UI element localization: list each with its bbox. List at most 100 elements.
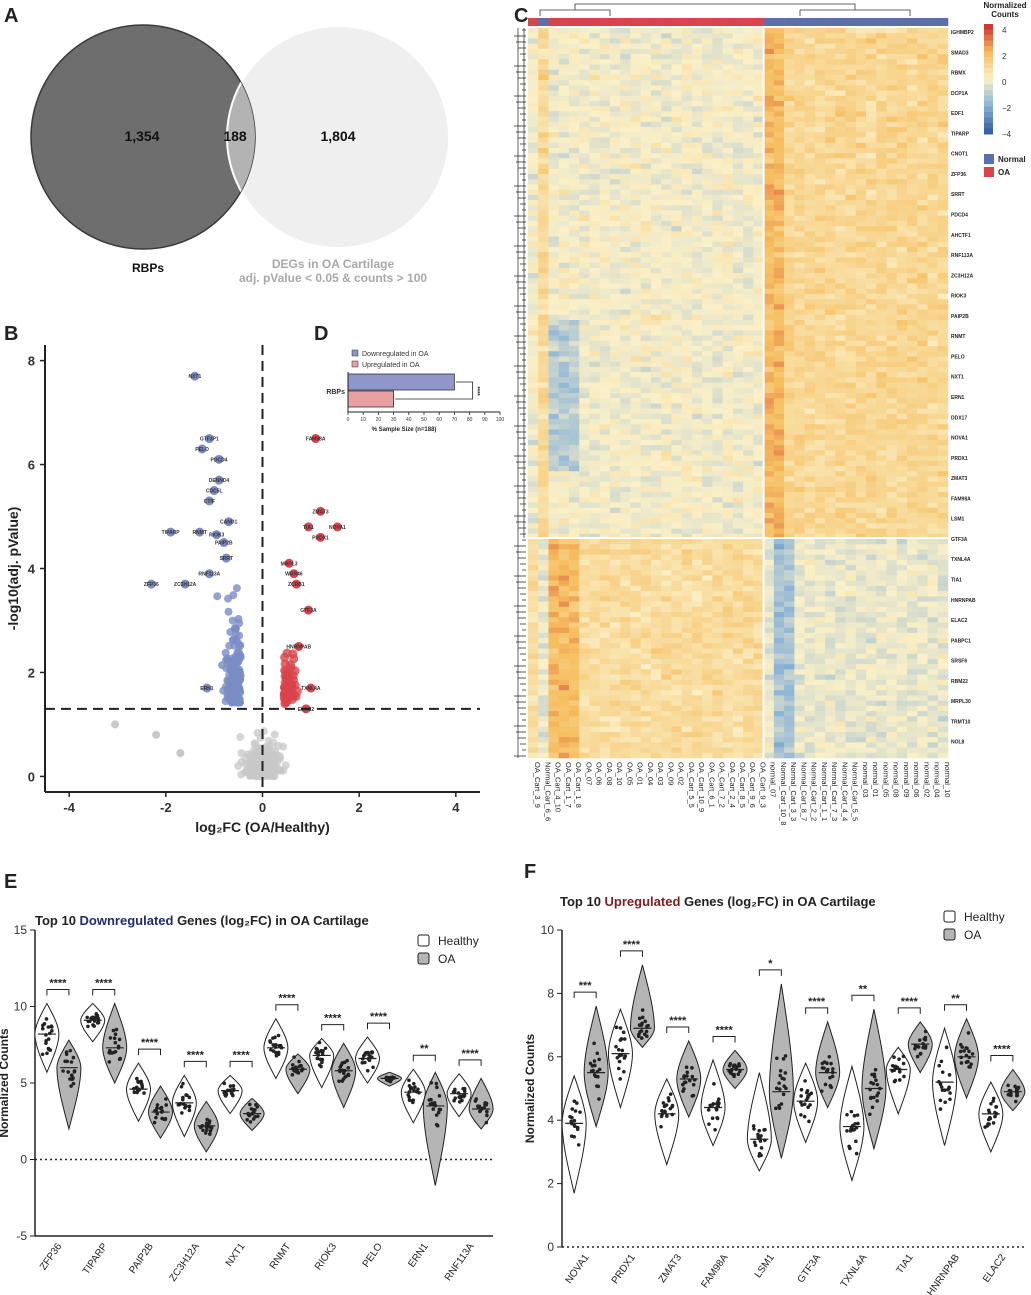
heatmap-cell: [702, 361, 713, 368]
heatmap-cell: [671, 539, 682, 545]
heatmap-cell: [609, 293, 621, 300]
heatmap-cell: [937, 559, 949, 566]
heatmap-cell: [753, 241, 764, 248]
heatmap-cell: [825, 554, 836, 561]
heatmap-cell: [732, 142, 744, 149]
heatmap-cell: [589, 74, 601, 81]
heatmap-cell: [528, 293, 539, 300]
heatmap-cell: [548, 330, 560, 336]
heatmap-cell: [630, 64, 641, 71]
heatmap-cell: [671, 320, 682, 326]
heatmap-cell: [579, 257, 590, 263]
heatmap-cell: [743, 492, 754, 498]
heatmap-cell: [855, 64, 867, 71]
heatmap-cell: [712, 424, 723, 430]
heatmap-cell: [937, 393, 949, 399]
heatmap-cell: [743, 106, 754, 112]
heatmap-cell: [609, 559, 621, 566]
heatmap-cell: [691, 43, 703, 50]
heatmap-cell: [825, 288, 836, 295]
heatmap-cell: [661, 366, 672, 373]
heatmap-cell: [866, 273, 877, 279]
heatmap-cell: [845, 403, 857, 409]
heatmap-cell: [855, 74, 867, 81]
heatmap-cell: [814, 194, 826, 201]
heatmap-cell: [917, 74, 928, 81]
heatmap-cell: [568, 215, 580, 222]
heatmap-cell: [681, 559, 693, 566]
heatmap-cell: [661, 408, 672, 415]
heatmap-cell: [876, 111, 887, 117]
heatmap-cell: [917, 330, 928, 336]
heatmap-cell: [814, 559, 826, 566]
heatmap-cell: [681, 377, 693, 383]
heatmap-cell: [579, 413, 590, 420]
heatmap-cell: [712, 382, 723, 389]
heatmap-cell: [835, 325, 846, 331]
heatmap-cell: [845, 570, 857, 576]
heatmap-cell: [702, 512, 713, 519]
heatmap-cell: [650, 398, 662, 404]
heatmap-cell: [712, 340, 723, 347]
heatmap-cell: [814, 429, 826, 436]
heatmap-cell: [896, 492, 908, 498]
heatmap-cell: [691, 215, 703, 222]
heatmap-cell: [732, 481, 744, 488]
heatmap-cell: [691, 179, 703, 185]
heatmap-cell: [866, 252, 877, 258]
heatmap-cell: [743, 554, 754, 561]
heatmap-cell: [548, 273, 560, 279]
heatmap-cell: [691, 559, 703, 566]
heatmap-cell: [671, 434, 682, 441]
heatmap-cell: [579, 439, 590, 446]
heatmap-cell: [814, 153, 826, 159]
heatmap-cell: [866, 335, 877, 342]
heatmap-cell: [558, 424, 570, 430]
heatmap-cell: [825, 408, 836, 415]
heatmap-cell: [927, 325, 939, 331]
heatmap-cell: [866, 111, 877, 117]
heatmap-cell: [917, 372, 928, 378]
heatmap-cell: [640, 54, 652, 60]
heatmap-cell: [876, 528, 887, 535]
heatmap-cell: [640, 231, 652, 237]
heatmap-cell: [538, 153, 549, 159]
heatmap-cell: [681, 554, 693, 561]
heatmap-cell: [886, 236, 898, 243]
heatmap-cell: [528, 54, 539, 60]
heatmap-cell: [599, 325, 611, 331]
heatmap-cell: [876, 570, 887, 576]
heatmap-cell: [640, 236, 652, 243]
heatmap-cell: [548, 455, 560, 462]
heatmap-cell: [599, 168, 611, 175]
heatmap-cell: [784, 346, 795, 352]
heatmap-cell: [548, 320, 560, 326]
heatmap-cell: [661, 101, 672, 107]
heatmap-cell: [620, 476, 631, 482]
heatmap-cell: [681, 419, 693, 425]
heatmap-cell: [743, 142, 754, 149]
heatmap-cell: [579, 434, 590, 441]
heatmap-cell: [528, 257, 539, 263]
heatmap-group-cell: [855, 18, 867, 26]
heatmap-cell: [855, 408, 867, 415]
heatmap-cell: [650, 450, 662, 456]
heatmap-cell: [743, 502, 754, 509]
heatmap-cell: [548, 59, 560, 65]
heatmap-cell: [528, 59, 539, 65]
heatmap-cell: [691, 69, 703, 76]
heatmap-cell: [814, 48, 826, 55]
heatmap-cell: [538, 481, 549, 488]
heatmap-cell: [712, 179, 723, 185]
heatmap-cell: [661, 273, 672, 279]
heatmap-cell: [866, 486, 877, 493]
heatmap-cell: [589, 205, 601, 211]
heatmap-cell: [825, 325, 836, 331]
legend-label-down: Downregulated in OA: [362, 351, 429, 358]
heatmap-cell: [937, 502, 949, 509]
heatmap-cell: [804, 450, 816, 456]
heatmap-cell: [568, 471, 580, 477]
heatmap-cell: [568, 539, 580, 545]
heatmap-cell: [825, 267, 836, 274]
heatmap-cell: [589, 330, 601, 336]
